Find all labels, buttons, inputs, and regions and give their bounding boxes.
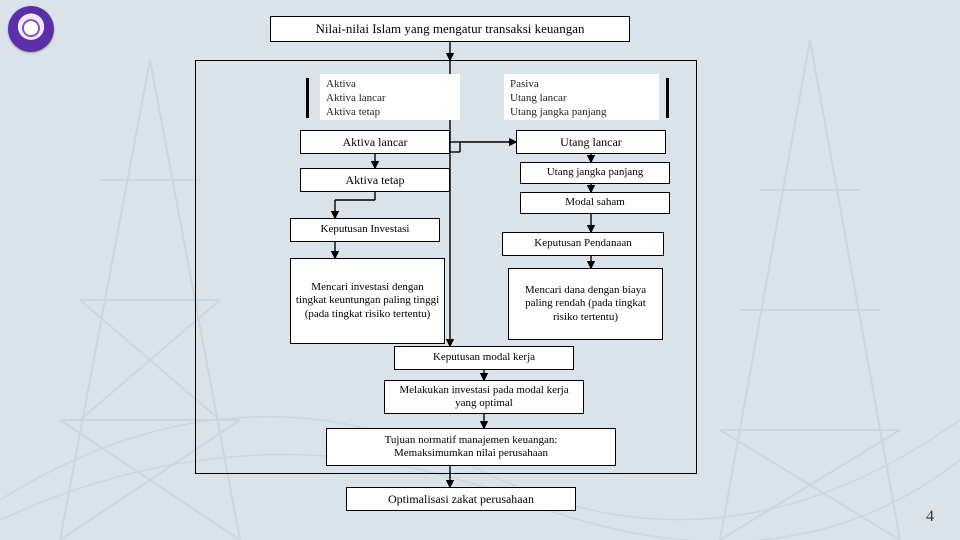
node-mencari_investasi: Mencari investasi dengan tingkat keuntun… <box>290 258 445 344</box>
node-keputusan_investasi: Keputusan Investasi <box>290 218 440 242</box>
university-logo <box>8 6 54 52</box>
node-modal_saham: Modal saham <box>520 192 670 214</box>
node-tujuan_normatif: Tujuan normatif manajemen keuangan: Mema… <box>326 428 616 466</box>
pasiva-header-bar <box>666 78 669 118</box>
top-title-box: Nilai-nilai Islam yang mengatur transaks… <box>270 16 630 42</box>
node-keputusan_pendanaan: Keputusan Pendanaan <box>502 232 664 256</box>
diagram-stage: Nilai-nilai Islam yang mengatur transaks… <box>0 0 960 540</box>
page-number: 4 <box>926 508 934 526</box>
node-aktiva_lancar: Aktiva lancar <box>300 130 450 154</box>
node-utang_jangka: Utang jangka panjang <box>520 162 670 184</box>
pasiva-header: PasivaUtang lancarUtang jangka panjang <box>504 74 659 120</box>
node-utang_lancar: Utang lancar <box>516 130 666 154</box>
aktiva-header-bar <box>306 78 309 118</box>
node-optimalisasi: Optimalisasi zakat perusahaan <box>346 487 576 511</box>
slide: 4 Nilai-nilai Islam yang mengatur transa… <box>0 0 960 540</box>
aktiva-header: AktivaAktiva lancarAktiva tetap <box>320 74 460 120</box>
node-aktiva_tetap: Aktiva tetap <box>300 168 450 192</box>
node-keputusan_modal: Keputusan modal kerja <box>394 346 574 370</box>
node-melakukan_investasi: Melakukan investasi pada modal kerja yan… <box>384 380 584 414</box>
node-mencari_dana: Mencari dana dengan biaya paling rendah … <box>508 268 663 340</box>
